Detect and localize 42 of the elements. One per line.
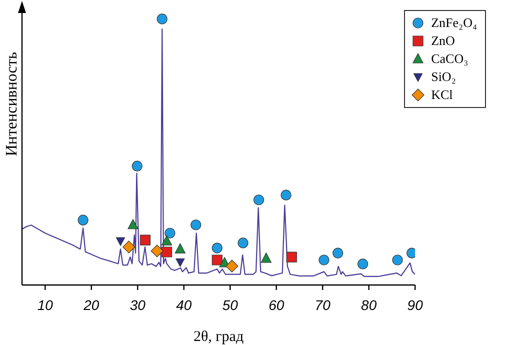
point: [318, 254, 330, 266]
point: [128, 219, 138, 230]
x-tick-label: 70: [314, 296, 331, 313]
x-tick-label: 30: [130, 296, 146, 313]
point: [140, 234, 151, 246]
point: [358, 258, 368, 270]
point: [392, 254, 403, 266]
point: [238, 238, 248, 248]
point: [156, 14, 168, 24]
point: [116, 237, 126, 246]
legend-label: ZnFe₂O₄: [431, 14, 477, 32]
x-tick-label: 20: [82, 296, 100, 313]
point: [226, 260, 238, 272]
point: [161, 246, 172, 258]
x-tick-label: 50: [222, 296, 238, 313]
legend-label: SiO₂: [431, 68, 456, 86]
point: [286, 252, 297, 262]
legend-label: CaCO₃: [431, 50, 468, 68]
point: [280, 190, 292, 200]
point: [164, 228, 176, 238]
x-tick-label: 40: [176, 296, 192, 313]
point: [253, 194, 264, 206]
point: [132, 160, 142, 172]
point: [212, 242, 222, 254]
point: [190, 220, 202, 230]
point: [260, 252, 272, 263]
point: [150, 244, 164, 258]
legend-label: KCl: [431, 86, 453, 104]
x-tick-label: 80: [361, 296, 377, 313]
point: [78, 214, 88, 226]
point: [161, 235, 172, 246]
point: [212, 254, 222, 266]
x-tick-label: 90: [407, 296, 424, 313]
y-axis-title: Интенсивность: [4, 52, 21, 156]
legend-label: ZnO: [431, 32, 455, 50]
x-axis-title: 2θ, град: [193, 329, 244, 345]
x-tick-label: 10: [37, 296, 54, 313]
point: [174, 243, 186, 254]
point: [176, 258, 185, 267]
point: [332, 248, 344, 258]
x-tick-label: 60: [268, 296, 284, 313]
point: [122, 240, 136, 254]
